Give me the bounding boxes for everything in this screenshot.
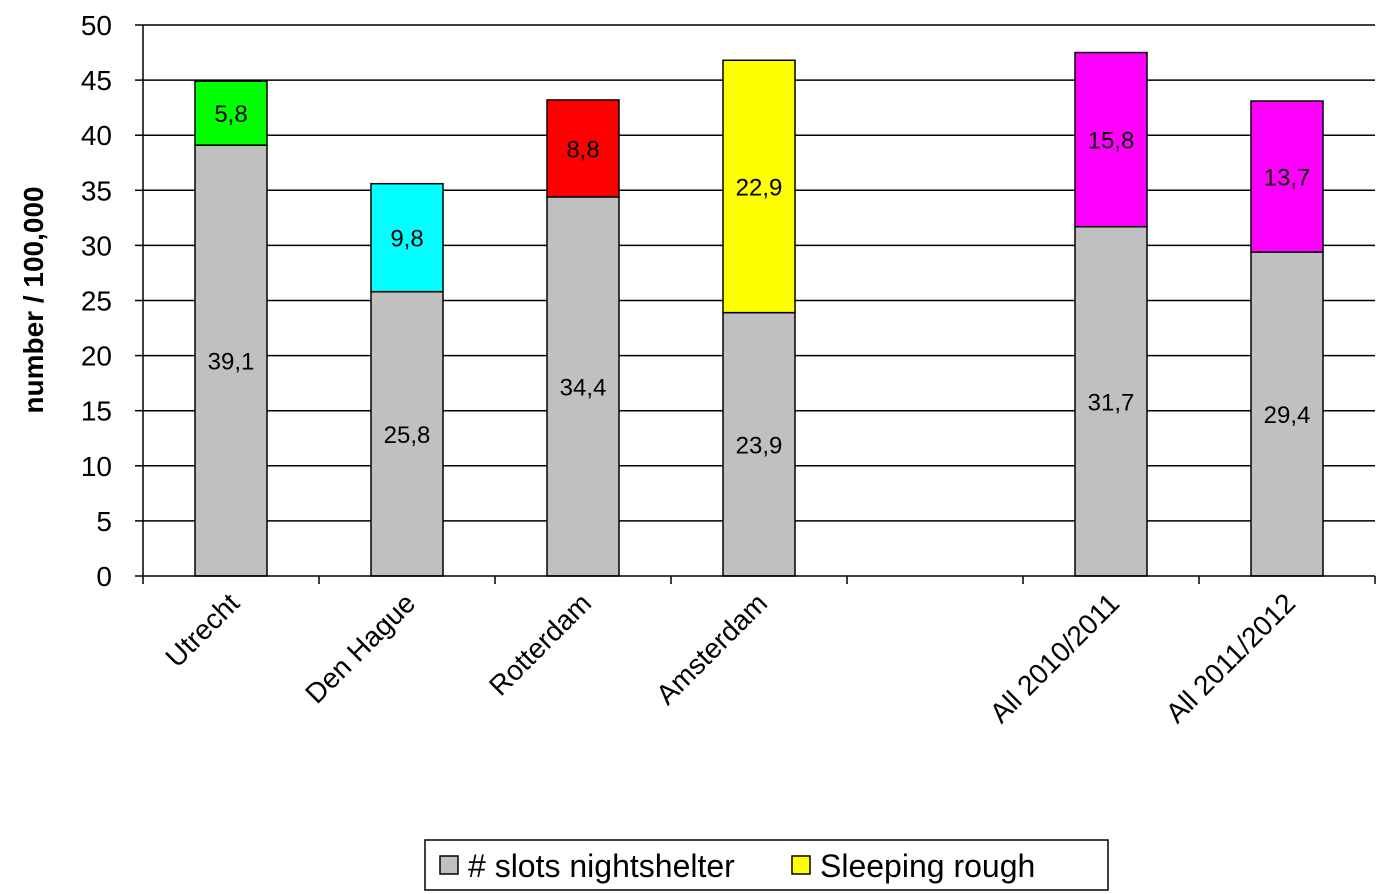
bar-segment xyxy=(370,182,444,293)
x-tick-labels: Utrecht Den Hague Rotterdam Amsterdam All 20… xyxy=(160,587,1302,729)
data-label: 25,8 xyxy=(384,422,431,449)
x-tick-label: Rotterdam xyxy=(483,587,597,701)
bar-segment xyxy=(194,144,268,577)
y-tick-label: 0 xyxy=(96,561,112,592)
bar-segment xyxy=(546,196,620,577)
bar-segment xyxy=(1250,100,1324,253)
legend-swatch xyxy=(791,855,811,875)
data-label: 15,8 xyxy=(1088,128,1135,155)
bar-segment xyxy=(1074,225,1148,577)
y-tick-label: 25 xyxy=(81,286,112,317)
y-tick-label: 20 xyxy=(81,341,112,372)
data-label: 39,1 xyxy=(208,349,255,376)
bar-segment xyxy=(722,311,796,577)
bar-segment xyxy=(1074,51,1148,228)
y-tick-label: 15 xyxy=(81,396,112,427)
data-label: 9,8 xyxy=(390,226,423,253)
legend-swatch xyxy=(439,855,459,875)
bar-segment xyxy=(194,80,268,146)
data-label: 23,9 xyxy=(736,432,783,459)
data-label: 13,7 xyxy=(1264,165,1311,192)
y-axis-label: number / 100,000 xyxy=(18,186,49,413)
data-label: 5,8 xyxy=(214,101,247,128)
y-tick-label: 50 xyxy=(81,10,112,41)
legend: # slots nightshelter Sleeping rough xyxy=(424,839,1109,891)
x-tick-label: Den Hague xyxy=(299,587,421,709)
x-tick-label: Amsterdam xyxy=(650,587,773,710)
bar-segment xyxy=(722,59,796,314)
y-tick-label: 30 xyxy=(81,230,112,261)
data-label: 8,8 xyxy=(566,136,599,163)
data-label: 31,7 xyxy=(1088,389,1135,416)
legend-entry: # slots nightshelter xyxy=(468,848,735,884)
y-tick-label: 35 xyxy=(81,175,112,206)
axes xyxy=(142,25,1376,584)
x-tick-label: Utrecht xyxy=(160,587,246,673)
x-tick-label: All 2010/2011 xyxy=(984,587,1126,729)
legend-box xyxy=(424,839,1109,891)
data-label: 22,9 xyxy=(736,174,783,201)
y-tick-label: 5 xyxy=(96,506,112,537)
bars: 39,1 5,8 25,8 9,8 34,4 8,8 23,9 22,9 31,7 15,8 29,… xyxy=(194,51,1324,577)
legend-entry: Sleeping rough xyxy=(820,848,1035,884)
bar-segment xyxy=(546,99,620,198)
x-tick-label: All 2011/2012 xyxy=(1160,587,1302,729)
y-tick-label: 40 xyxy=(81,120,112,151)
data-label: 34,4 xyxy=(560,374,607,401)
y-tick-label: 10 xyxy=(81,451,112,482)
y-tick-label: 45 xyxy=(81,65,112,96)
y-tick-labels: 0 5 10 15 20 25 30 35 40 45 50 xyxy=(81,10,112,592)
data-label: 29,4 xyxy=(1264,402,1311,429)
